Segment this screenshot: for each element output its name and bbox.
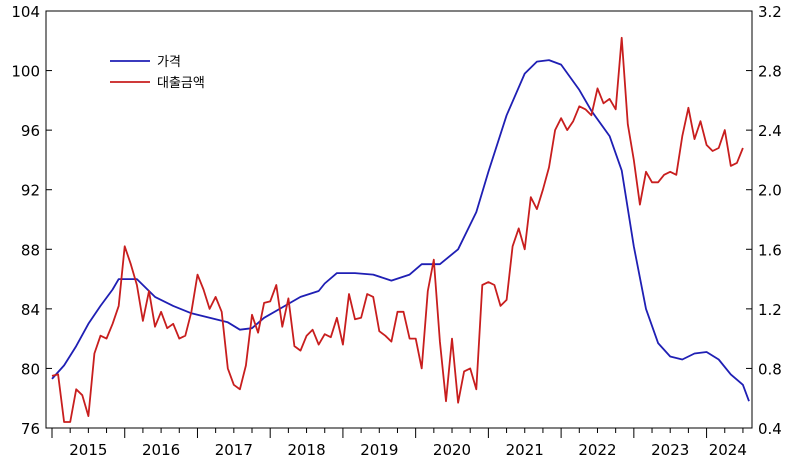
x-tick-label: 2024 xyxy=(709,441,747,459)
legend-label-price: 가격 xyxy=(157,55,181,70)
left-y-tick-label: 84 xyxy=(21,301,40,319)
series-lines xyxy=(51,36,750,423)
x-tick-label: 2019 xyxy=(360,441,398,459)
left-y-tick-label: 104 xyxy=(11,3,40,21)
left-y-tick-label: 88 xyxy=(21,241,40,259)
left-y-tick-label: 96 xyxy=(21,122,40,140)
right-y-tick-label: 3.2 xyxy=(758,3,782,21)
left-y-tick-label: 76 xyxy=(21,420,40,438)
right-y-axis: 3.2 2.8 2.4 2.0 1.6 1.2 0.8 0.4 xyxy=(746,3,782,438)
left-y-tick-label: 80 xyxy=(21,360,40,378)
x-tick-label: 2020 xyxy=(433,441,471,459)
right-y-tick-label: 2.0 xyxy=(758,182,782,200)
x-tick-label: 2018 xyxy=(287,441,325,459)
right-y-tick-label: 1.6 xyxy=(758,241,782,259)
right-y-tick-label: 0.4 xyxy=(758,420,782,438)
series-line-price xyxy=(51,59,750,402)
x-tick-label: 2021 xyxy=(506,441,544,459)
x-tick-label: 2023 xyxy=(651,441,689,459)
legend: 가격 대출금액 xyxy=(110,55,205,91)
right-y-tick-label: 2.4 xyxy=(758,122,782,140)
right-y-tick-label: 0.8 xyxy=(758,360,782,378)
right-y-tick-label: 1.2 xyxy=(758,301,782,319)
series-line-loan-amount xyxy=(51,36,744,423)
x-tick-label: 2015 xyxy=(69,441,107,459)
x-axis: 2015 2016 2017 2018 2019 2020 2021 2022 2023 2024 xyxy=(51,428,747,459)
left-y-axis: 104 100 96 92 88 84 80 76 xyxy=(11,3,52,438)
left-y-tick-label: 100 xyxy=(11,63,40,81)
right-y-tick-label: 2.8 xyxy=(758,63,782,81)
plot-frame xyxy=(45,10,753,429)
x-tick-label: 2017 xyxy=(215,441,253,459)
x-tick-label: 2016 xyxy=(142,441,180,459)
legend-label-loan-amount: 대출금액 xyxy=(157,76,205,91)
x-tick-label: 2022 xyxy=(578,441,616,459)
left-y-tick-label: 92 xyxy=(21,182,40,200)
